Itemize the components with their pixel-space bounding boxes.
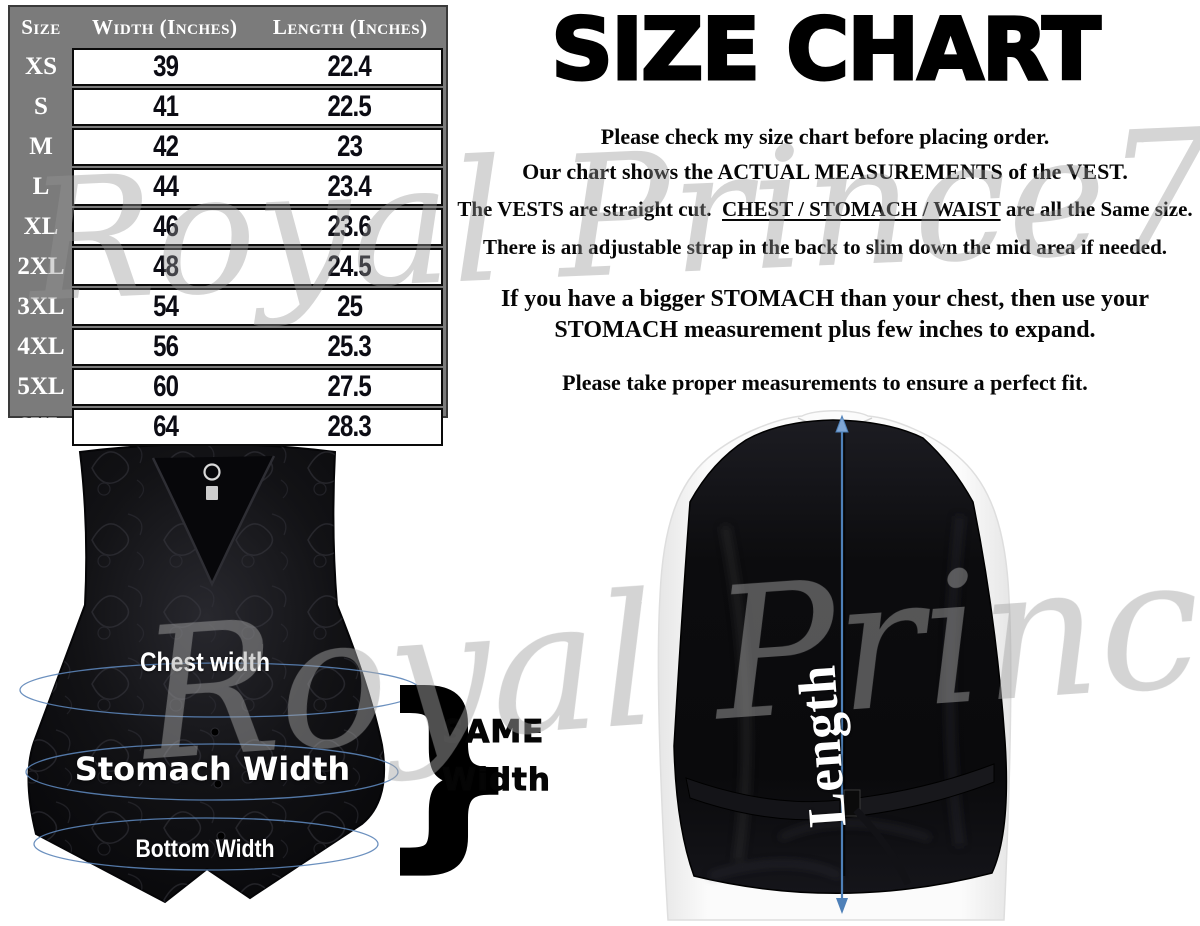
table-row: S 41 22.5 bbox=[10, 88, 443, 126]
size-label: 5XL bbox=[17, 373, 65, 400]
length-value: 25 bbox=[336, 290, 363, 323]
instructions-panel: SIZE CHART Please check my size chart be… bbox=[452, 0, 1198, 414]
size-tag bbox=[206, 486, 218, 500]
page-title: SIZE CHART bbox=[550, 0, 1103, 100]
front-vest-shape bbox=[27, 443, 386, 904]
length-value: 23.4 bbox=[327, 170, 371, 203]
instruction-line-1: Please check my size chart before placin… bbox=[600, 124, 1050, 149]
length-value: 23 bbox=[336, 130, 363, 163]
size-label: 3XL bbox=[17, 293, 65, 320]
same-label: SAME bbox=[441, 714, 545, 751]
measurement-ellipses bbox=[19, 662, 421, 871]
strap-buckle bbox=[843, 789, 861, 817]
width-value: 39 bbox=[153, 50, 179, 83]
length-value: 23.6 bbox=[327, 210, 371, 243]
size-label: XL bbox=[23, 213, 59, 240]
row-values: 48 24.5 bbox=[72, 248, 443, 286]
line3-suffix: are all the Same size. bbox=[1000, 197, 1193, 221]
size-label: M bbox=[29, 133, 53, 160]
adjustable-strap bbox=[685, 763, 995, 886]
table-row: XL 46 23.6 bbox=[10, 208, 443, 246]
row-values: 60 27.5 bbox=[72, 368, 443, 406]
table-row: 6XL 64 28.3 bbox=[10, 408, 443, 446]
table-header-values: Width (Inches) Length (Inches) bbox=[72, 15, 443, 40]
width-value: 48 bbox=[153, 250, 179, 283]
chest-width-label: Chest width bbox=[139, 647, 271, 677]
vest-button bbox=[216, 831, 226, 841]
row-values: 56 25.3 bbox=[72, 328, 443, 366]
bottom-width-label: Bottom Width bbox=[135, 835, 275, 863]
table-header-row: Size Width (Inches) Length (Inches) bbox=[10, 7, 443, 48]
row-values: 41 22.5 bbox=[72, 88, 443, 126]
instruction-line-2: Our chart shows the ACTUAL MEASUREMENTS … bbox=[522, 159, 1128, 184]
column-header-width: Width (Inches) bbox=[92, 15, 238, 39]
line5-row1: If you have a bigger STOMACH than your c… bbox=[500, 286, 1150, 312]
arrow-head-top bbox=[835, 414, 849, 433]
table-row: 4XL 56 25.3 bbox=[10, 328, 443, 366]
brand-tag-icon bbox=[203, 463, 221, 481]
size-label: 4XL bbox=[17, 333, 65, 360]
width-value: 42 bbox=[153, 130, 179, 163]
width-value: 60 bbox=[153, 370, 179, 403]
line3-prefix: The VESTS are straight cut. bbox=[457, 197, 723, 221]
width-value: 41 bbox=[153, 90, 179, 123]
vest-button bbox=[210, 727, 220, 737]
length-value: 27.5 bbox=[327, 370, 371, 403]
satin-folds bbox=[709, 515, 965, 879]
row-values: 64 28.3 bbox=[72, 408, 443, 446]
table-row: 2XL 48 24.5 bbox=[10, 248, 443, 286]
strap-tail bbox=[853, 807, 912, 886]
size-label: S bbox=[34, 93, 48, 120]
row-values: 46 23.6 bbox=[72, 208, 443, 246]
length-arrow bbox=[835, 414, 849, 914]
vest-button bbox=[213, 779, 223, 789]
instruction-line-4: There is an adjustable strap in the back… bbox=[482, 235, 1168, 259]
arrow-head-bottom bbox=[836, 898, 848, 914]
width-value: 56 bbox=[153, 330, 179, 363]
length-value: 22.4 bbox=[327, 50, 371, 83]
width-value: 64 bbox=[153, 410, 179, 443]
row-values: 54 25 bbox=[72, 288, 443, 326]
chest-measure-ellipse bbox=[19, 662, 421, 718]
length-value: 24.5 bbox=[327, 250, 371, 283]
bottom-measure-ellipse bbox=[33, 817, 379, 871]
size-label: L bbox=[32, 173, 50, 200]
column-header-size: Size bbox=[21, 15, 61, 39]
length-value: 22.5 bbox=[327, 90, 371, 123]
line3-underlined-text: CHEST / STOMACH / WAIST bbox=[722, 197, 1001, 221]
width-label: Width bbox=[442, 762, 551, 799]
instruction-line-5: If you have a bigger STOMACH than your c… bbox=[452, 284, 1198, 346]
table-row: L 44 23.4 bbox=[10, 168, 443, 206]
row-values: 39 22.4 bbox=[72, 48, 443, 86]
stomach-width-label: Stomach Width bbox=[74, 750, 351, 788]
width-value: 44 bbox=[153, 170, 179, 203]
back-vest-shape bbox=[673, 419, 1008, 894]
instruction-line-3: The VESTS are straight cut. CHEST / STOM… bbox=[452, 197, 1198, 222]
length-value: 25.3 bbox=[327, 330, 371, 363]
instruction-line-6: Please take proper measurements to ensur… bbox=[562, 370, 1088, 395]
back-vest-illustration bbox=[657, 410, 1012, 921]
width-value: 46 bbox=[153, 210, 179, 243]
same-width-brace: } bbox=[375, 655, 523, 888]
length-value: 28.3 bbox=[327, 410, 371, 443]
front-vest-illustration bbox=[19, 443, 421, 904]
size-label: 2XL bbox=[17, 253, 65, 280]
row-values: 42 23 bbox=[72, 128, 443, 166]
width-value: 54 bbox=[153, 290, 179, 323]
table-row: 3XL 54 25 bbox=[10, 288, 443, 326]
column-header-length: Length (Inches) bbox=[272, 15, 428, 39]
size-label: XS bbox=[25, 53, 57, 80]
table-row: M 42 23 bbox=[10, 128, 443, 166]
line5-row2: STOMACH measurement plus few inches to e… bbox=[554, 317, 1096, 343]
stomach-measure-ellipse bbox=[25, 743, 399, 801]
size-chart-table: Size Width (Inches) Length (Inches) XS 3… bbox=[8, 5, 448, 446]
row-values: 44 23.4 bbox=[72, 168, 443, 206]
table-row: 5XL 60 27.5 bbox=[10, 368, 443, 406]
table-row: XS 39 22.4 bbox=[10, 48, 443, 86]
size-label: 6XL bbox=[17, 413, 65, 440]
v-neck-lapel bbox=[151, 455, 276, 587]
